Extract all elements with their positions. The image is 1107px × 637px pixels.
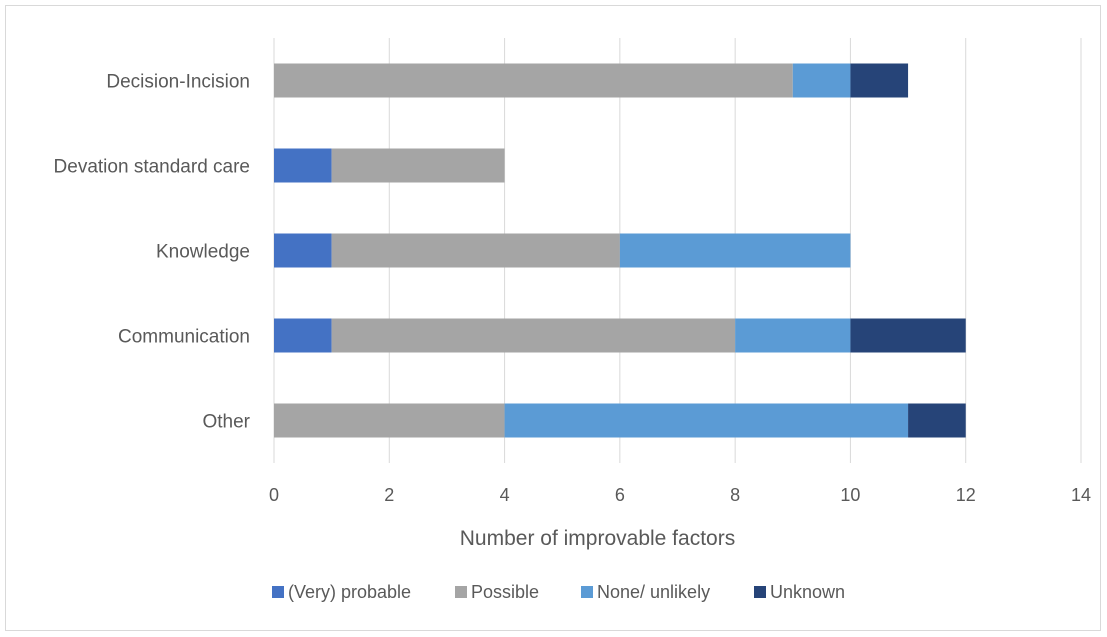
bar-segment [908, 403, 966, 438]
legend-label: None/ unlikely [597, 582, 710, 602]
legend-swatch [455, 586, 467, 598]
x-tick-labels: 0 2 4 6 8 10 12 14 [269, 485, 1091, 505]
x-tick-label: 14 [1071, 485, 1091, 505]
legend-label: Unknown [770, 582, 845, 602]
bar-segment [274, 318, 332, 353]
bar-segment [274, 63, 793, 98]
legend-swatch [581, 586, 593, 598]
x-tick-label: 8 [730, 485, 740, 505]
x-tick-label: 0 [269, 485, 279, 505]
stacked-bar-chart: Decision-Incision Devation standard care K… [54, 38, 1091, 602]
bar-segment [274, 233, 332, 268]
legend-label: (Very) probable [288, 582, 411, 602]
bar-segment [619, 233, 851, 268]
bar-segment [274, 148, 332, 183]
legend-label: Possible [471, 582, 539, 602]
bar-segment [331, 233, 620, 268]
bar-segment [850, 318, 966, 353]
category-label: Devation standard care [54, 157, 250, 178]
bar-segment [331, 148, 505, 183]
category-labels: Decision-Incision Devation standard care K… [54, 72, 251, 433]
legend-swatch [754, 586, 766, 598]
category-label: Communication [118, 327, 250, 348]
category-label: Other [202, 412, 250, 433]
legend-swatch [272, 586, 284, 598]
bars [274, 63, 966, 438]
x-axis-title: Number of improvable factors [460, 527, 735, 550]
bar-segment [792, 63, 851, 98]
chart-frame: Decision-Incision Devation standard care K… [5, 5, 1101, 631]
x-tick-label: 6 [615, 485, 625, 505]
bar-segment [735, 318, 851, 353]
x-tick-label: 12 [956, 485, 976, 505]
x-tick-label: 2 [384, 485, 394, 505]
bar-segment [850, 63, 909, 98]
bar-segment [331, 318, 736, 353]
x-tick-label: 10 [840, 485, 860, 505]
x-tick-label: 4 [500, 485, 510, 505]
legend: (Very) probable Possible None/ unlikely Unk… [272, 582, 845, 602]
bar-segment [504, 403, 909, 438]
category-label: Knowledge [156, 242, 250, 263]
category-label: Decision-Incision [106, 72, 250, 93]
bar-segment [274, 403, 505, 438]
